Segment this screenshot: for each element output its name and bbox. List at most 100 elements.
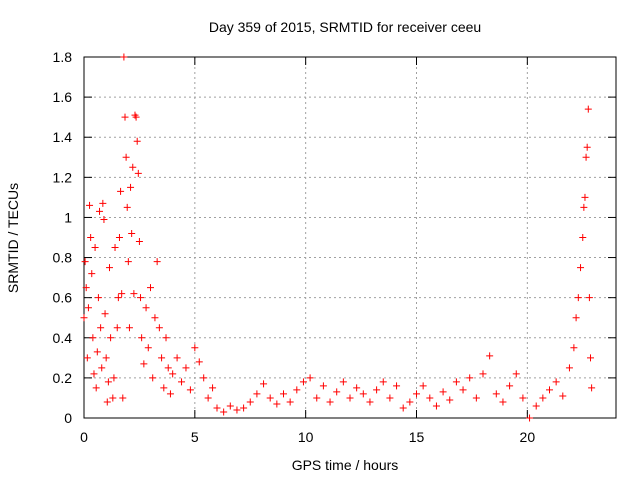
data-point: [182, 364, 190, 372]
x-tick-label: 15: [409, 429, 425, 445]
data-point: [135, 238, 143, 246]
data-point: [123, 203, 131, 211]
data-point: [413, 390, 420, 398]
plot-area-border: [83, 56, 617, 419]
data-point: [539, 394, 547, 402]
data-point: [585, 294, 593, 302]
data-point: [162, 334, 170, 342]
data-point: [109, 394, 117, 402]
x-tick-label: 10: [298, 429, 314, 445]
data-point: [151, 314, 159, 322]
y-tick-label: 1.6: [53, 89, 73, 105]
data-point: [102, 354, 110, 362]
data-point: [526, 414, 534, 422]
grid-lines: [84, 57, 616, 418]
data-point: [479, 370, 487, 378]
data-point: [105, 264, 113, 272]
data-point: [90, 370, 98, 378]
data-point: [366, 398, 374, 406]
data-point: [359, 390, 367, 398]
y-tick-label: 0.2: [53, 370, 73, 386]
data-point: [122, 153, 130, 161]
data-point: [432, 402, 440, 410]
data-point: [233, 406, 241, 414]
y-tick-label: 1.4: [53, 129, 73, 145]
data-point: [121, 113, 129, 121]
data-point: [213, 404, 221, 412]
data-point: [209, 384, 217, 392]
data-point: [587, 354, 595, 362]
data-point: [559, 392, 567, 400]
data-point: [582, 153, 590, 161]
data-point: [118, 290, 126, 298]
data-point: [94, 294, 102, 302]
data-point: [99, 199, 107, 207]
data-point: [339, 378, 347, 386]
data-point: [452, 378, 460, 386]
data-point: [583, 143, 591, 151]
data-point: [130, 290, 138, 298]
data-point: [266, 394, 274, 402]
data-point: [472, 394, 480, 402]
data-point: [120, 53, 128, 61]
data-point: [319, 382, 327, 390]
x-tick-label: 20: [520, 429, 536, 445]
data-point: [115, 234, 123, 241]
data-point: [565, 364, 573, 372]
data-point: [173, 354, 181, 362]
data-point: [333, 388, 341, 396]
data-point: [393, 382, 401, 390]
data-point: [101, 310, 109, 318]
data-point: [134, 169, 142, 177]
data-point: [89, 334, 97, 342]
data-point: [240, 404, 248, 412]
data-point: [82, 284, 90, 292]
data-point: [124, 258, 132, 266]
data-point: [83, 354, 91, 362]
x-tick-label: 5: [191, 429, 199, 445]
data-point: [158, 354, 166, 362]
data-point: [459, 386, 467, 394]
data-point: [466, 374, 474, 382]
data-point: [253, 390, 261, 398]
data-point: [313, 394, 321, 402]
data-point: [97, 324, 105, 332]
data-point: [519, 394, 527, 402]
data-point: [113, 324, 121, 332]
data-point: [299, 378, 307, 386]
data-point: [127, 183, 135, 191]
data-point: [128, 229, 136, 237]
data-point: [142, 304, 150, 312]
data-point: [169, 370, 177, 378]
x-axis-title: GPS time / hours: [292, 457, 399, 473]
data-point: [346, 394, 354, 402]
data-point: [293, 386, 301, 394]
data-point: [80, 314, 88, 322]
data-point: [110, 374, 118, 382]
data-point: [140, 360, 148, 368]
data-point: [532, 402, 540, 410]
y-tick-label: 0.8: [53, 250, 73, 266]
data-point: [93, 348, 101, 356]
data-point: [204, 394, 212, 402]
data-point: [100, 215, 108, 223]
data-point: [191, 344, 199, 352]
data-point: [572, 314, 580, 322]
data-point: [117, 187, 125, 195]
data-point: [588, 384, 596, 392]
x-tick-label: 0: [80, 429, 88, 445]
data-point: [119, 394, 127, 402]
y-axis-title: SRMTID / TECUs: [5, 183, 21, 293]
data-point: [153, 258, 161, 266]
data-point: [166, 390, 174, 398]
data-point: [574, 294, 582, 302]
data-point: [584, 105, 592, 113]
data-point: [406, 398, 414, 406]
data-point: [552, 378, 560, 386]
data-point: [149, 374, 157, 382]
data-point: [84, 304, 92, 312]
data-point: [379, 378, 387, 386]
data-point: [246, 398, 254, 406]
data-point: [506, 382, 514, 390]
data-point: [580, 203, 588, 211]
